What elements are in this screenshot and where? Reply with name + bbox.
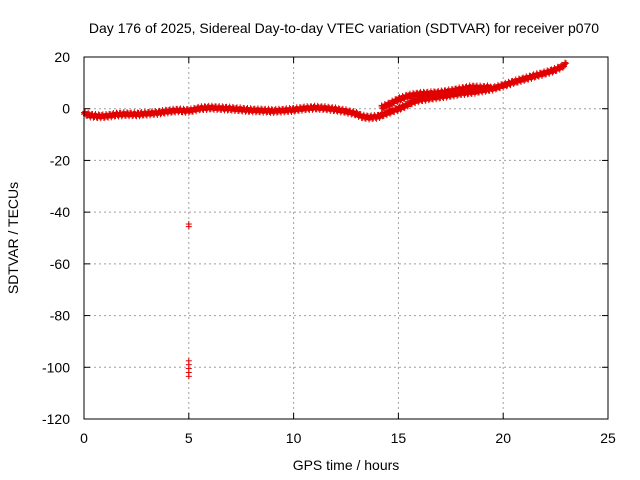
data-point	[559, 64, 566, 71]
data-point	[549, 69, 556, 76]
grid-lines	[84, 57, 608, 419]
x-axis-label: GPS time / hours	[293, 457, 400, 473]
data-point	[415, 99, 422, 106]
data-point	[510, 81, 517, 88]
y-tick-label: 0	[62, 101, 70, 117]
axis-ticks	[83, 56, 609, 420]
x-tick-label: 0	[80, 430, 88, 446]
outlier-point	[185, 223, 192, 230]
data-point	[563, 60, 570, 67]
tick-labels: 0 5 10 15 20 25 -120 -100 -80 -60 -40 -20 0 20	[42, 49, 616, 446]
y-tick-label: -80	[50, 308, 70, 324]
x-tick-label: 20	[495, 430, 511, 446]
y-tick-label: -120	[42, 411, 70, 427]
data-point	[387, 110, 394, 117]
outlier-point	[185, 373, 192, 380]
data-point	[486, 86, 493, 93]
data-point	[521, 77, 528, 84]
data-point	[487, 83, 494, 90]
x-tick-label: 10	[286, 430, 302, 446]
chart-title: Day 176 of 2025, Sidereal Day-to-day VTE…	[89, 20, 599, 36]
data-point	[387, 102, 394, 109]
y-axis-label: SDTVAR / TECUs	[5, 182, 21, 294]
y-tick-label: -20	[50, 152, 70, 168]
data-points	[81, 59, 570, 380]
y-tick-label: -40	[50, 204, 70, 220]
x-tick-label: 15	[391, 430, 407, 446]
plot-frame	[83, 56, 609, 420]
y-tick-label: 20	[54, 49, 70, 65]
x-tick-label: 25	[600, 430, 616, 446]
data-point	[562, 61, 569, 68]
y-tick-label: -60	[50, 256, 70, 272]
x-tick-label: 5	[185, 430, 193, 446]
y-tick-label: -100	[42, 359, 70, 375]
